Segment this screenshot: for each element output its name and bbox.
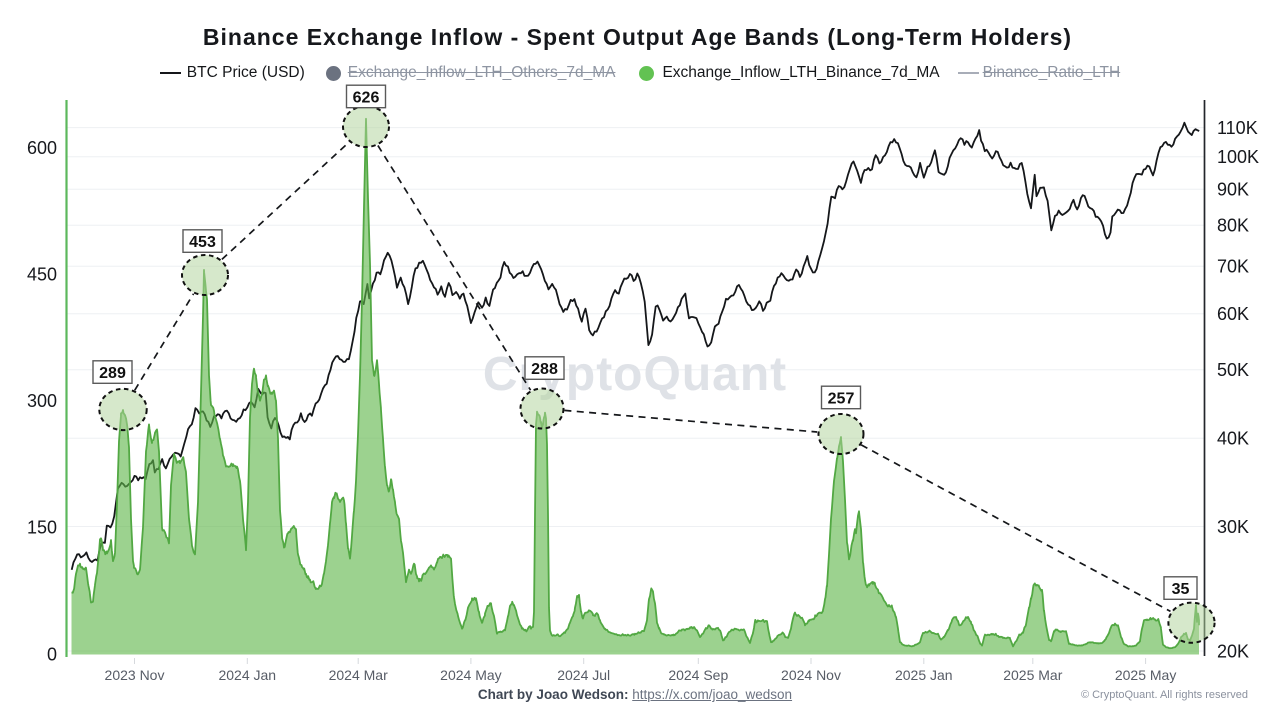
svg-text:2024 May: 2024 May — [440, 667, 501, 683]
svg-text:110K: 110K — [1217, 118, 1258, 138]
svg-text:2025 Jan: 2025 Jan — [895, 667, 953, 683]
svg-text:0: 0 — [47, 644, 57, 664]
svg-text:453: 453 — [189, 234, 216, 251]
svg-text:30K: 30K — [1217, 517, 1249, 537]
svg-text:80K: 80K — [1217, 216, 1249, 236]
svg-text:2025 Mar: 2025 Mar — [1003, 667, 1062, 683]
svg-text:100K: 100K — [1217, 147, 1259, 167]
svg-text:20K: 20K — [1217, 641, 1249, 661]
svg-text:150: 150 — [27, 518, 57, 538]
svg-text:2023 Nov: 2023 Nov — [105, 667, 165, 683]
svg-text:2024 Jan: 2024 Jan — [218, 667, 276, 683]
svg-text:450: 450 — [27, 264, 57, 284]
svg-text:288: 288 — [531, 361, 558, 378]
svg-text:2024 Mar: 2024 Mar — [329, 667, 388, 683]
svg-text:90K: 90K — [1217, 180, 1249, 200]
svg-text:60K: 60K — [1217, 304, 1249, 324]
svg-text:35: 35 — [1172, 581, 1190, 598]
svg-text:2024 Sep: 2024 Sep — [668, 667, 728, 683]
svg-text:289: 289 — [99, 365, 126, 382]
svg-text:2024 Jul: 2024 Jul — [557, 667, 610, 683]
svg-text:257: 257 — [828, 390, 855, 407]
svg-text:2024 Nov: 2024 Nov — [781, 667, 841, 683]
svg-text:2025 May: 2025 May — [1115, 667, 1176, 683]
svg-text:626: 626 — [353, 89, 380, 106]
svg-text:50K: 50K — [1217, 360, 1249, 380]
svg-text:600: 600 — [27, 138, 57, 158]
svg-text:300: 300 — [27, 391, 57, 411]
svg-text:40K: 40K — [1217, 429, 1249, 449]
svg-text:70K: 70K — [1217, 257, 1249, 277]
